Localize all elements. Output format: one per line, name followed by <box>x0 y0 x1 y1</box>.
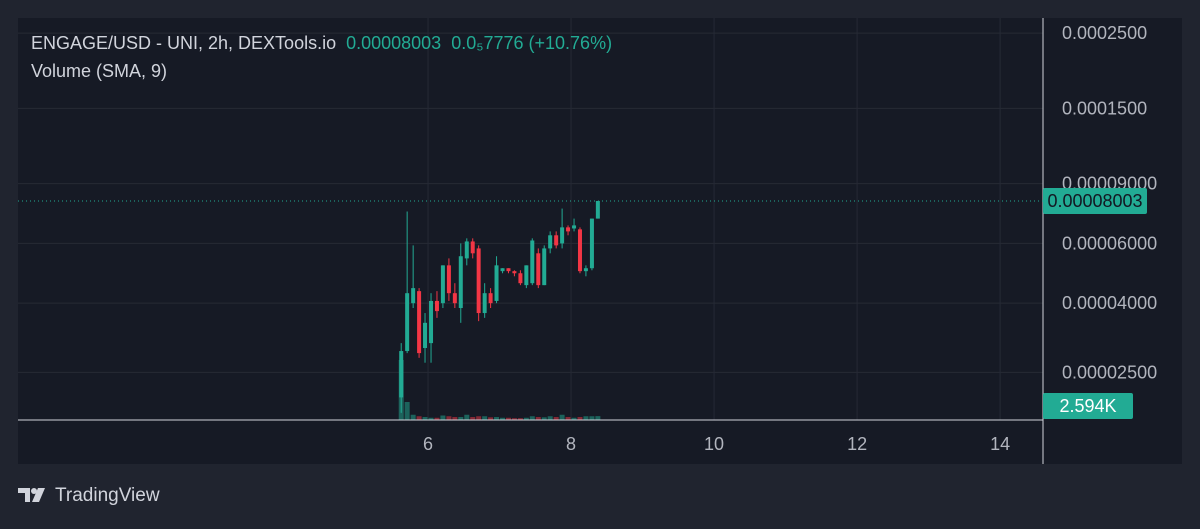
y-tick-label: 0.0001500 <box>1062 98 1147 118</box>
last-price: 0.00008003 <box>346 33 441 53</box>
candle-body <box>560 227 565 244</box>
candle-body <box>524 265 529 286</box>
x-tick-label: 10 <box>704 434 724 454</box>
volume-bar <box>476 416 482 420</box>
candle-body <box>577 229 582 272</box>
chart-panel <box>18 18 1182 464</box>
y-tick-label: 0.0002500 <box>1062 23 1147 43</box>
candle-body <box>464 241 469 259</box>
volume-bar <box>595 416 601 420</box>
candle-body <box>429 300 434 344</box>
volume-bar <box>529 416 535 420</box>
candle-body <box>589 218 594 269</box>
candle-body <box>482 293 487 314</box>
legend-line: ENGAGE/USD - UNI, 2h, DEXTools.io 0.00008… <box>31 33 612 53</box>
volume-bar <box>428 417 434 420</box>
volume-bar <box>577 417 583 420</box>
candle-body <box>411 288 416 304</box>
candle-body <box>440 265 445 304</box>
volume-bar <box>440 415 446 420</box>
candle-body <box>405 293 410 352</box>
last-price-badge <box>1043 187 1147 214</box>
candle-body <box>399 351 404 398</box>
volume-bar <box>482 416 488 420</box>
brand-name: TradingView <box>55 485 160 506</box>
candle-body <box>536 253 541 286</box>
volume-bar <box>541 417 547 420</box>
x-tick-label: 14 <box>990 434 1010 454</box>
volume-bar <box>458 417 464 420</box>
candle-body <box>512 271 517 274</box>
price-change: 0.0₅7776 (+10.76%) <box>451 33 612 53</box>
volume-bar <box>470 417 476 420</box>
volume-bar <box>416 416 422 420</box>
candle-body <box>518 273 523 284</box>
volume-badge <box>1043 393 1133 419</box>
candle-body <box>470 241 475 254</box>
volume-label: 2.594K <box>1059 396 1116 416</box>
chart-title: ENGAGE/USD - UNI, 2h, DEXTools.io <box>31 33 336 53</box>
candle-body <box>488 293 493 304</box>
candle-body <box>417 291 422 354</box>
candle-body <box>572 225 577 229</box>
volume-bar <box>505 417 511 420</box>
volume-bar <box>494 417 500 420</box>
grid <box>18 18 1043 420</box>
y-tick-label: 0.00006000 <box>1062 233 1157 253</box>
candle-body <box>566 227 571 232</box>
candle-body <box>554 235 559 246</box>
candle-body <box>423 322 428 349</box>
last-price-label: 0.00008003 <box>1047 191 1142 211</box>
volume-bar <box>446 416 452 420</box>
volume-bar <box>434 417 440 420</box>
candle-body <box>434 300 439 312</box>
candle-body <box>452 293 457 304</box>
candle-body <box>494 265 499 301</box>
volume-bar <box>547 416 553 420</box>
volume-bar <box>589 416 595 420</box>
candle-body <box>548 235 553 249</box>
candle-body <box>458 256 463 309</box>
volume-bar <box>500 417 506 420</box>
volume-bar <box>559 414 565 420</box>
volume-bar <box>583 416 589 420</box>
volume-bar <box>452 417 458 420</box>
candle-body <box>506 268 511 272</box>
candle-body <box>446 265 451 294</box>
indicator-label: Volume (SMA, 9) <box>31 61 167 81</box>
volume-bar <box>571 417 577 420</box>
brand-logo <box>18 488 45 502</box>
x-tick-label: 8 <box>566 434 576 454</box>
volume-bar <box>553 417 559 420</box>
volume-bar <box>464 414 470 420</box>
volume-bar <box>488 417 494 420</box>
volume-bar <box>410 414 416 420</box>
volume-bar <box>422 417 428 420</box>
x-tick-label: 12 <box>847 434 867 454</box>
y-tick-label: 0.00004000 <box>1062 293 1157 313</box>
volume-bar <box>565 417 571 420</box>
y-tick-label: 0.00002500 <box>1062 362 1157 382</box>
candle-body <box>530 240 535 284</box>
volume-bar <box>404 402 410 420</box>
candles <box>399 200 600 413</box>
axes: 0.00025000.00015000.000090000.000060000.… <box>18 23 1157 454</box>
candle-body <box>583 268 588 272</box>
candle-body <box>476 248 481 314</box>
volume-bar <box>523 417 529 420</box>
volume-bar <box>517 418 523 420</box>
candle-body <box>500 268 505 272</box>
volume-bar <box>511 418 517 420</box>
candle-body <box>542 248 547 286</box>
volume-bar <box>535 417 541 420</box>
candle-body <box>595 200 600 219</box>
x-tick-label: 6 <box>423 434 433 454</box>
